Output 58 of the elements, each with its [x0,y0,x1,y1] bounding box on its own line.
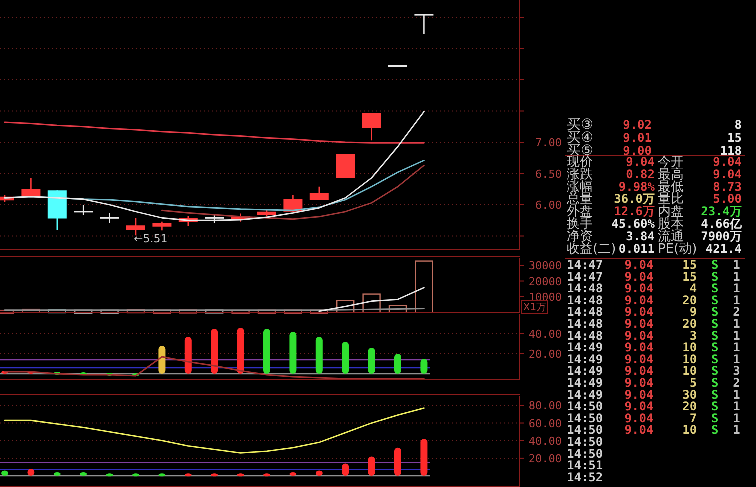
text: 14:47 9.04 15 S 1 [567,258,740,272]
y-tick-label: 80.00 [528,400,562,413]
text: 118 [720,144,742,158]
text: 0.82 [626,167,655,182]
text: 14:50 9.04 10 S 1 [567,423,740,438]
annotation: ←5.51 [134,232,168,246]
text: 5.00 [713,192,742,206]
text: PE(动) [658,242,698,257]
text: 14:47 9.04 15 S 1 [567,270,740,284]
text: 14:51 [567,458,604,473]
y-tick-label: 20000 [528,275,562,288]
text: 14:49 9.04 10 S 1 [567,352,740,366]
text: 9.98% [618,180,656,194]
text: 45.60% [612,217,656,231]
text: 8.73 [713,180,742,194]
text: 流通 [658,228,684,244]
y-tick-label: 6.00 [536,199,562,212]
text: 14:48 9.04 20 S 1 [567,293,740,308]
text: 4.66亿 [701,217,743,231]
y-tick-label: 40.00 [528,434,562,448]
text: 14:50 9.04 20 S 1 [567,400,740,414]
y-tick-label: 20.00 [528,348,562,361]
text: 14:49 9.04 10 S 1 [567,340,740,355]
text: 8 [734,118,742,132]
text: 9.04 [713,155,742,169]
text: 14:48 9.04 4 S 1 [567,282,740,296]
text: 14:49 9.04 10 S 3 [567,364,740,378]
text: 9.00 [623,144,652,158]
text: 14:50 9.04 7 S 1 [567,411,740,426]
text: 12.6万 [614,204,655,219]
text: 14:52 [567,470,604,484]
y-tick-label: 60.00 [528,417,562,430]
y-tick-label: 7.00 [536,136,562,150]
text: 14:49 9.04 30 S 1 [567,388,740,402]
text: 9.02 [623,118,652,132]
y-axis-title: X1万 [523,302,547,314]
text: 15 [728,131,742,145]
text: 3.84 [626,229,655,244]
text: 9.04 [713,167,742,182]
text: 23.4万 [701,204,742,219]
text: 421.4 [706,242,742,256]
text: 14:50 [567,435,604,449]
y-tick-label: 10000 [528,290,562,304]
text: 14:48 9.04 3 S 1 [567,328,740,343]
text: 36.0万 [614,192,655,206]
text: 14:50 [567,446,604,461]
text: 9.01 [623,131,652,145]
y-tick-label: 30000 [528,260,562,273]
y-tick-label: 40.00 [528,328,562,341]
y-tick-label: 20.00 [528,452,562,466]
text: 7900万 [701,229,742,244]
text: 14:48 9.04 20 S 1 [567,317,740,331]
y-tick-label: 6.50 [536,168,562,181]
text: 9.04 [626,155,655,169]
text: 14:49 9.04 5 S 2 [567,376,740,390]
text: 收益(二) [567,242,616,257]
text: 14:48 9.04 9 S 2 [567,305,740,320]
text: 0.011 [618,242,655,256]
